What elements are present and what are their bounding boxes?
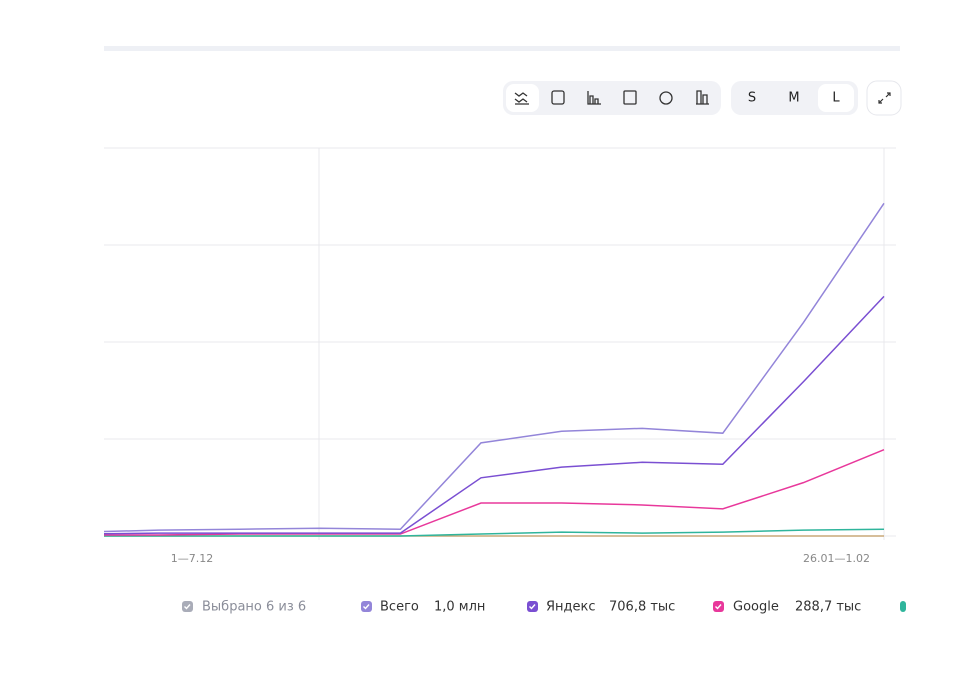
- series-line: [104, 295, 885, 535]
- collapse-icon: [878, 92, 891, 104]
- icon-pie[interactable]: [659, 91, 673, 105]
- x-tick-label: 26.01—1.02: [803, 552, 870, 565]
- chart-type-icons: [514, 90, 709, 105]
- legend-total: 706,8 тыс: [609, 600, 675, 615]
- check: [529, 604, 536, 610]
- legend-total: 1,0 млн: [434, 600, 485, 615]
- legend-selected: Выбрано 6 из 6: [202, 600, 306, 615]
- icon-area[interactable]: [551, 90, 565, 105]
- x-tick-label: 1—7.12: [171, 552, 214, 565]
- series-line: [104, 528, 885, 537]
- top-rule: [104, 46, 900, 51]
- icon-line[interactable]: [514, 92, 529, 105]
- selected-chart-type[interactable]: [506, 84, 539, 112]
- size-button[interactable]: M: [788, 91, 799, 106]
- legend-name: Google: [733, 600, 779, 615]
- size-button[interactable]: L: [832, 91, 840, 106]
- legend-name: Яндекс: [546, 600, 596, 615]
- legend-name: Всего: [380, 600, 419, 615]
- icon-bar[interactable]: [587, 91, 601, 105]
- chart-type-group: [503, 81, 721, 115]
- icon-stacked[interactable]: [623, 90, 637, 105]
- series-line: [104, 448, 885, 536]
- size-selected: [818, 84, 854, 112]
- icon-columns[interactable]: [696, 90, 709, 105]
- check: [363, 604, 370, 610]
- collapse-button[interactable]: [866, 80, 902, 116]
- size-button[interactable]: S: [748, 91, 756, 106]
- series-line: [104, 202, 885, 533]
- check: [715, 604, 722, 610]
- legend-checkbox: [900, 601, 906, 612]
- check: [184, 604, 191, 610]
- legend-total: 288,7 тыс: [795, 600, 861, 615]
